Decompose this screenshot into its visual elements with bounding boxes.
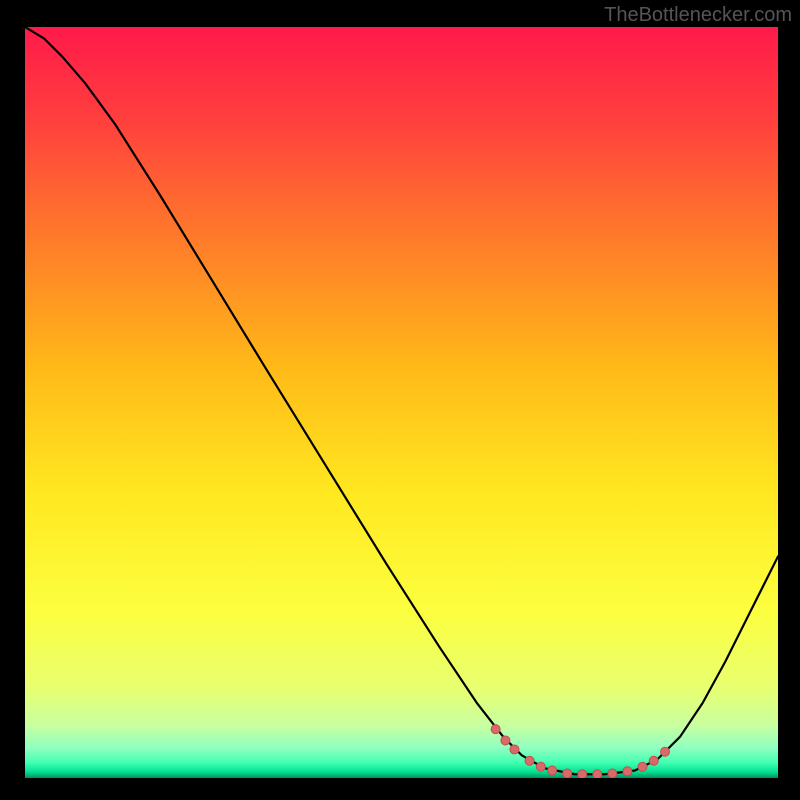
curve-marker: [536, 762, 545, 771]
curve-marker: [661, 747, 670, 756]
plot-overlay: [25, 27, 778, 778]
curve-marker: [510, 745, 519, 754]
watermark-text: TheBottlenecker.com: [604, 4, 792, 27]
curve-marker: [623, 767, 632, 776]
curve-marker: [501, 736, 510, 745]
bottleneck-curve: [25, 27, 778, 774]
curve-marker: [608, 769, 617, 778]
plot-area: [25, 27, 778, 778]
marker-group: [491, 725, 669, 778]
curve-marker: [548, 766, 557, 775]
curve-marker: [563, 769, 572, 778]
curve-marker: [578, 770, 587, 778]
curve-marker: [525, 756, 534, 765]
curve-marker: [491, 725, 500, 734]
curve-marker: [649, 756, 658, 765]
chart-root: TheBottlenecker.com: [0, 0, 800, 800]
curve-marker: [638, 762, 647, 771]
curve-marker: [593, 770, 602, 778]
